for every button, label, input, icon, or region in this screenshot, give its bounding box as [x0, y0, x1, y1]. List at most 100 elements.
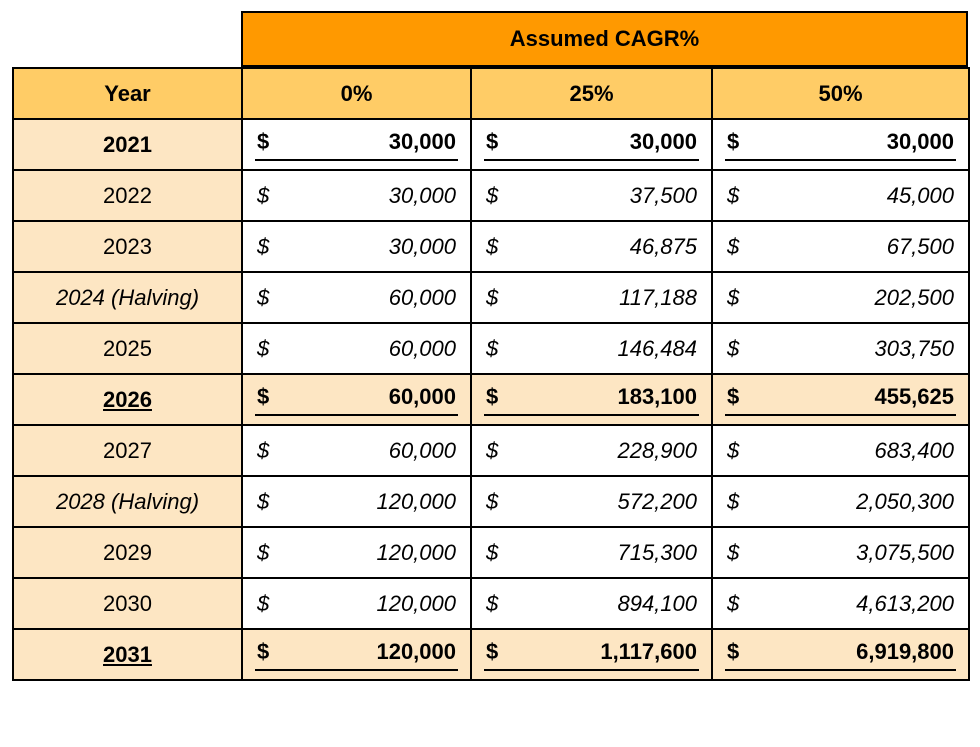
currency-symbol: $: [486, 335, 499, 361]
currency-symbol: $: [486, 437, 499, 463]
table-caption: Assumed CAGR%: [241, 11, 968, 67]
value-cell: $37,500: [470, 169, 713, 222]
year-label: 2022: [103, 182, 152, 208]
amount-value: 1,117,600: [600, 638, 697, 664]
amount-value: 60,000: [388, 284, 456, 310]
currency-symbol: $: [486, 128, 499, 154]
currency-symbol: $: [486, 488, 499, 514]
year-label: 2031: [103, 641, 152, 667]
year-cell: 2027: [12, 424, 243, 477]
year-cell: 2028 (Halving): [12, 475, 243, 528]
value-cell: $146,484: [470, 322, 713, 375]
currency-symbol: $: [486, 590, 499, 616]
value-cell: $117,188: [470, 271, 713, 324]
currency-symbol: $: [257, 638, 270, 664]
value-cell: $683,400: [711, 424, 970, 477]
year-label: 2024 (Halving): [55, 284, 200, 310]
year-label: 2026: [103, 386, 152, 412]
table-row: 2023 $30,000 $46,875 $67,500: [12, 220, 970, 273]
currency-amount: $46,875: [484, 222, 699, 271]
amount-value: 6,919,800: [856, 638, 954, 664]
amount-value: 60,000: [388, 335, 456, 361]
currency-amount: $455,625: [725, 380, 956, 416]
year-label: 2027: [103, 437, 152, 463]
currency-amount: $60,000: [255, 426, 458, 475]
currency-amount: $120,000: [255, 528, 458, 577]
year-label: 2030: [103, 590, 152, 616]
year-label: 2025: [103, 335, 152, 361]
year-cell: 2026: [12, 373, 243, 426]
currency-symbol: $: [257, 539, 270, 565]
value-cell: $1,117,600: [470, 628, 713, 681]
amount-value: 2,050,300: [856, 488, 954, 514]
value-cell: $228,900: [470, 424, 713, 477]
table-row: 2021 $30,000 $30,000 $30,000: [12, 118, 970, 171]
value-cell: $60,000: [241, 424, 472, 477]
amount-value: 30,000: [388, 182, 456, 208]
currency-symbol: $: [727, 182, 740, 208]
amount-value: 30,000: [629, 128, 697, 154]
currency-symbol: $: [257, 233, 270, 259]
value-cell: $202,500: [711, 271, 970, 324]
currency-amount: $6,919,800: [725, 635, 956, 671]
year-cell: 2021: [12, 118, 243, 171]
currency-symbol: $: [727, 488, 740, 514]
currency-symbol: $: [486, 539, 499, 565]
amount-value: 60,000: [388, 437, 456, 463]
currency-amount: $30,000: [255, 171, 458, 220]
amount-value: 120,000: [376, 590, 456, 616]
value-cell: $60,000: [241, 373, 472, 426]
currency-amount: $303,750: [725, 324, 956, 373]
currency-symbol: $: [727, 590, 740, 616]
currency-symbol: $: [257, 128, 270, 154]
currency-amount: $3,075,500: [725, 528, 956, 577]
amount-value: 183,100: [617, 383, 697, 409]
value-cell: $45,000: [711, 169, 970, 222]
amount-value: 146,484: [617, 335, 697, 361]
value-cell: $2,050,300: [711, 475, 970, 528]
table-row: 2031 $120,000 $1,117,600 $6,919,800: [12, 628, 970, 681]
table-row: 2028 (Halving) $120,000 $572,200 $2,050,300: [12, 475, 970, 528]
value-cell: $30,000: [470, 118, 713, 171]
value-cell: $455,625: [711, 373, 970, 426]
value-cell: $60,000: [241, 271, 472, 324]
value-cell: $120,000: [241, 526, 472, 579]
table-row: 2029 $120,000 $715,300 $3,075,500: [12, 526, 970, 579]
currency-symbol: $: [486, 233, 499, 259]
currency-symbol: $: [486, 182, 499, 208]
currency-amount: $60,000: [255, 273, 458, 322]
currency-symbol: $: [727, 638, 740, 664]
currency-amount: $120,000: [255, 635, 458, 671]
amount-value: 572,200: [617, 488, 697, 514]
amount-value: 117,188: [619, 284, 697, 310]
table-row: 2025 $60,000 $146,484 $303,750: [12, 322, 970, 375]
value-cell: $30,000: [711, 118, 970, 171]
currency-symbol: $: [727, 128, 740, 154]
currency-amount: $146,484: [484, 324, 699, 373]
value-cell: $4,613,200: [711, 577, 970, 630]
amount-value: 30,000: [388, 233, 456, 259]
value-cell: $572,200: [470, 475, 713, 528]
currency-amount: $67,500: [725, 222, 956, 271]
currency-symbol: $: [257, 335, 270, 361]
amount-value: 67,500: [886, 233, 954, 259]
value-cell: $183,100: [470, 373, 713, 426]
year-cell: 2024 (Halving): [12, 271, 243, 324]
amount-value: 120,000: [376, 488, 456, 514]
year-label: 2028 (Halving): [55, 488, 200, 514]
year-label: 2029: [103, 539, 152, 565]
currency-symbol: $: [257, 284, 270, 310]
currency-symbol: $: [486, 638, 499, 664]
currency-amount: $894,100: [484, 579, 699, 628]
currency-amount: $60,000: [255, 380, 458, 416]
value-cell: $46,875: [470, 220, 713, 273]
table-row: 2022 $30,000 $37,500 $45,000: [12, 169, 970, 222]
column-header-year: Year: [12, 67, 243, 120]
value-cell: $30,000: [241, 220, 472, 273]
amount-value: 683,400: [874, 437, 954, 463]
currency-amount: $45,000: [725, 171, 956, 220]
value-cell: $715,300: [470, 526, 713, 579]
currency-amount: $228,900: [484, 426, 699, 475]
value-cell: $3,075,500: [711, 526, 970, 579]
amount-value: 303,750: [874, 335, 954, 361]
